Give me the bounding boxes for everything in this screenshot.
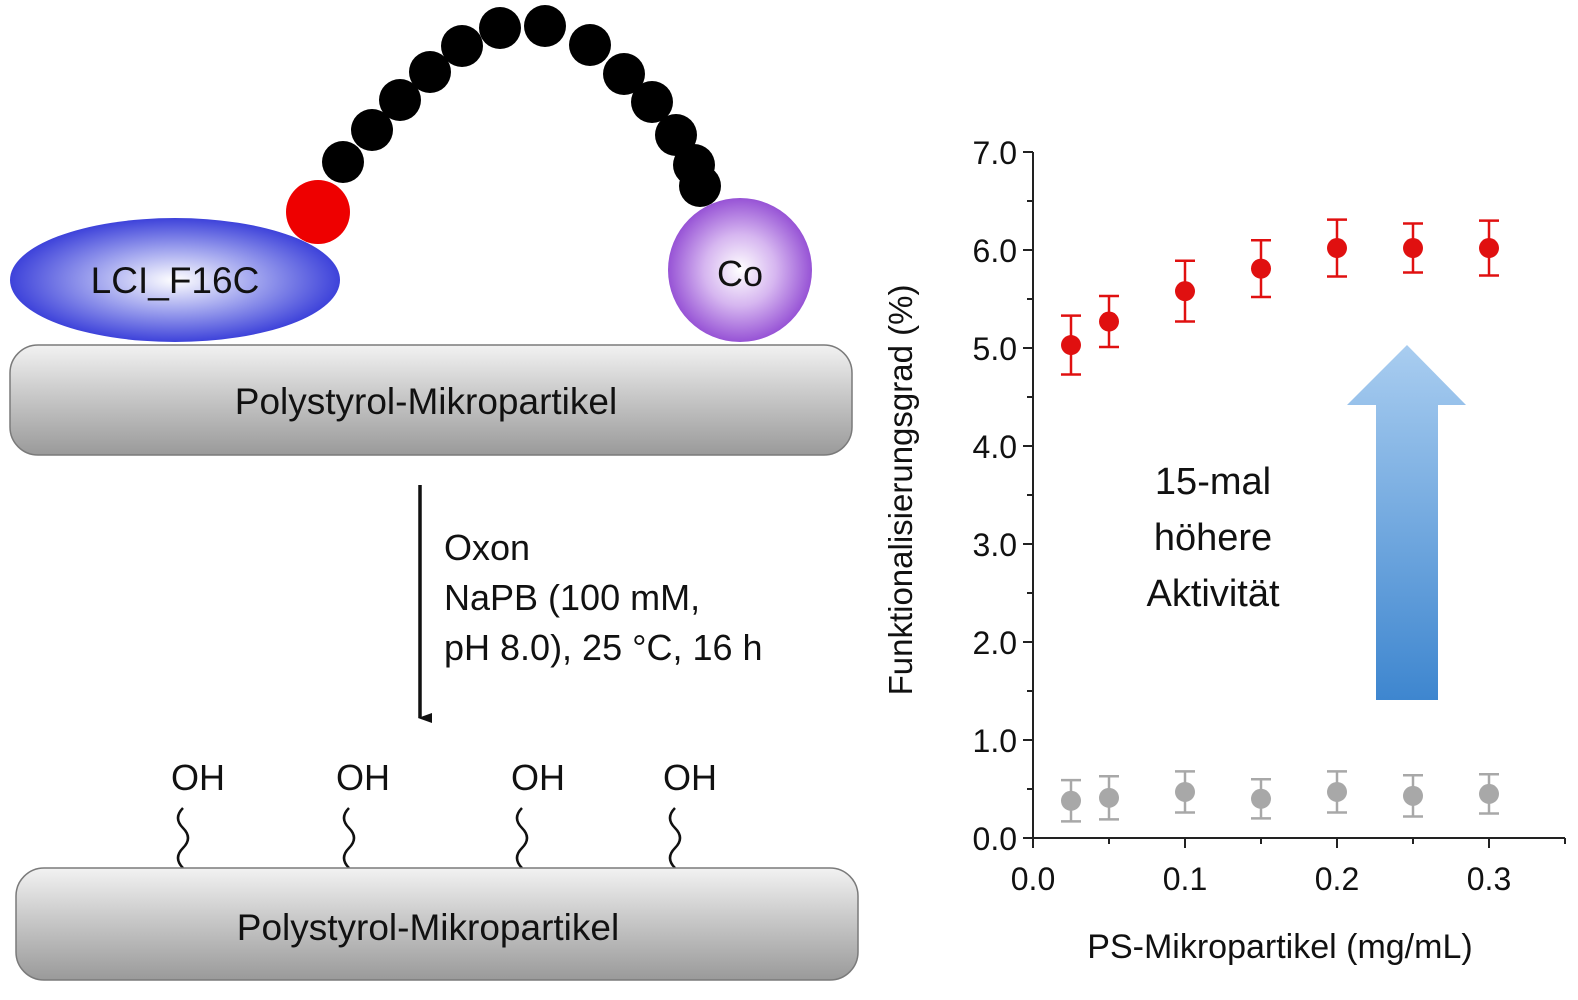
data-point <box>1061 790 1081 811</box>
data-point <box>1175 281 1195 302</box>
data-point <box>1403 238 1423 259</box>
linker-bead <box>631 81 673 123</box>
oh-label: OH <box>336 757 390 798</box>
particle-label-top: Polystyrol-Mikropartikel <box>235 381 617 422</box>
oh-label: OH <box>171 757 225 798</box>
data-point <box>1099 311 1119 332</box>
wavy-bond <box>176 807 190 869</box>
data-point <box>1327 781 1347 802</box>
linker-chain <box>322 5 721 207</box>
linker-bead <box>322 141 364 183</box>
annotation-line-1: 15-mal <box>1155 461 1271 503</box>
chart-points <box>1061 218 1499 823</box>
particle-bar-bottom: Polystyrol-Mikropartikel <box>15 867 859 981</box>
y-tick-label: 4.0 <box>973 429 1017 465</box>
data-point <box>1251 788 1271 809</box>
oh-groups: OH OH OH OH <box>171 757 717 869</box>
increase-arrow <box>1347 345 1466 700</box>
condition-line-1: Oxon <box>444 527 530 568</box>
condition-line-2: NaPB (100 mM, <box>444 577 700 618</box>
linker-bead <box>524 5 566 47</box>
y-tick-label: 6.0 <box>973 233 1017 269</box>
reaction-scheme: Polystyrol-Mikropartikel LCI_F16C Co Oxo… <box>9 5 859 981</box>
y-tick-label: 7.0 <box>973 135 1017 171</box>
data-point <box>1099 787 1119 808</box>
data-point <box>1251 258 1271 279</box>
x-tick-label: 0.1 <box>1163 861 1207 897</box>
cofactor-sphere: Co <box>668 198 812 342</box>
y-tick-label: 0.0 <box>973 821 1017 857</box>
reaction-conditions: Oxon NaPB (100 mM, pH 8.0), 25 °C, 16 h <box>444 527 763 668</box>
linker-bead <box>679 165 721 207</box>
cofactor-label: Co <box>717 253 763 294</box>
oh-label: OH <box>511 757 565 798</box>
annotation-line-2: höhere <box>1154 517 1272 559</box>
data-point <box>1403 785 1423 806</box>
y-tick-label: 2.0 <box>973 625 1017 661</box>
particle-bar-top: Polystyrol-Mikropartikel <box>9 344 853 456</box>
data-point <box>1327 238 1347 259</box>
oh-label: OH <box>663 757 717 798</box>
x-tick-label: 0.2 <box>1315 861 1359 897</box>
linker-bead <box>379 79 421 121</box>
linker-bead <box>441 25 483 67</box>
enzyme-label: LCI_F16C <box>91 260 260 301</box>
linker-bead <box>409 51 451 93</box>
x-axis-label: PS-Mikropartikel (mg/mL) <box>1087 928 1472 966</box>
chart-ticks: 0.0 1.0 2.0 3.0 4.0 5.0 6.0 7.0 0.0 0.1 0.2 0.3 <box>973 135 1566 897</box>
condition-line-3: pH 8.0), 25 °C, 16 h <box>444 627 763 668</box>
data-point <box>1061 335 1081 356</box>
chart: 0.0 1.0 2.0 3.0 4.0 5.0 6.0 7.0 0.0 0.1 0.2 0.3 15-… <box>882 135 1566 966</box>
x-tick-label: 0.3 <box>1467 861 1511 897</box>
data-point <box>1175 781 1195 802</box>
wavy-bond <box>515 807 529 869</box>
y-tick-label: 5.0 <box>973 331 1017 367</box>
x-tick-label: 0.0 <box>1011 861 1055 897</box>
data-point <box>1479 238 1499 259</box>
linker-bead <box>351 109 393 151</box>
y-tick-label: 1.0 <box>973 723 1017 759</box>
wavy-bond <box>342 807 356 869</box>
particle-label-bottom: Polystyrol-Mikropartikel <box>237 907 619 948</box>
linker-bead <box>479 7 521 49</box>
y-axis-label: Funktionalisierungsgrad (%) <box>882 285 919 696</box>
enzyme-ellipse: LCI_F16C <box>10 218 340 342</box>
data-point <box>1479 783 1499 804</box>
linker-bead <box>569 24 611 66</box>
linker-bead <box>603 53 645 95</box>
y-tick-label: 3.0 <box>973 527 1017 563</box>
annotation-line-3: Aktivität <box>1146 573 1279 615</box>
wavy-bond <box>668 807 682 869</box>
annotation-text: 15-mal höhere Aktivität <box>1146 461 1279 615</box>
anchor-bead <box>286 180 350 244</box>
